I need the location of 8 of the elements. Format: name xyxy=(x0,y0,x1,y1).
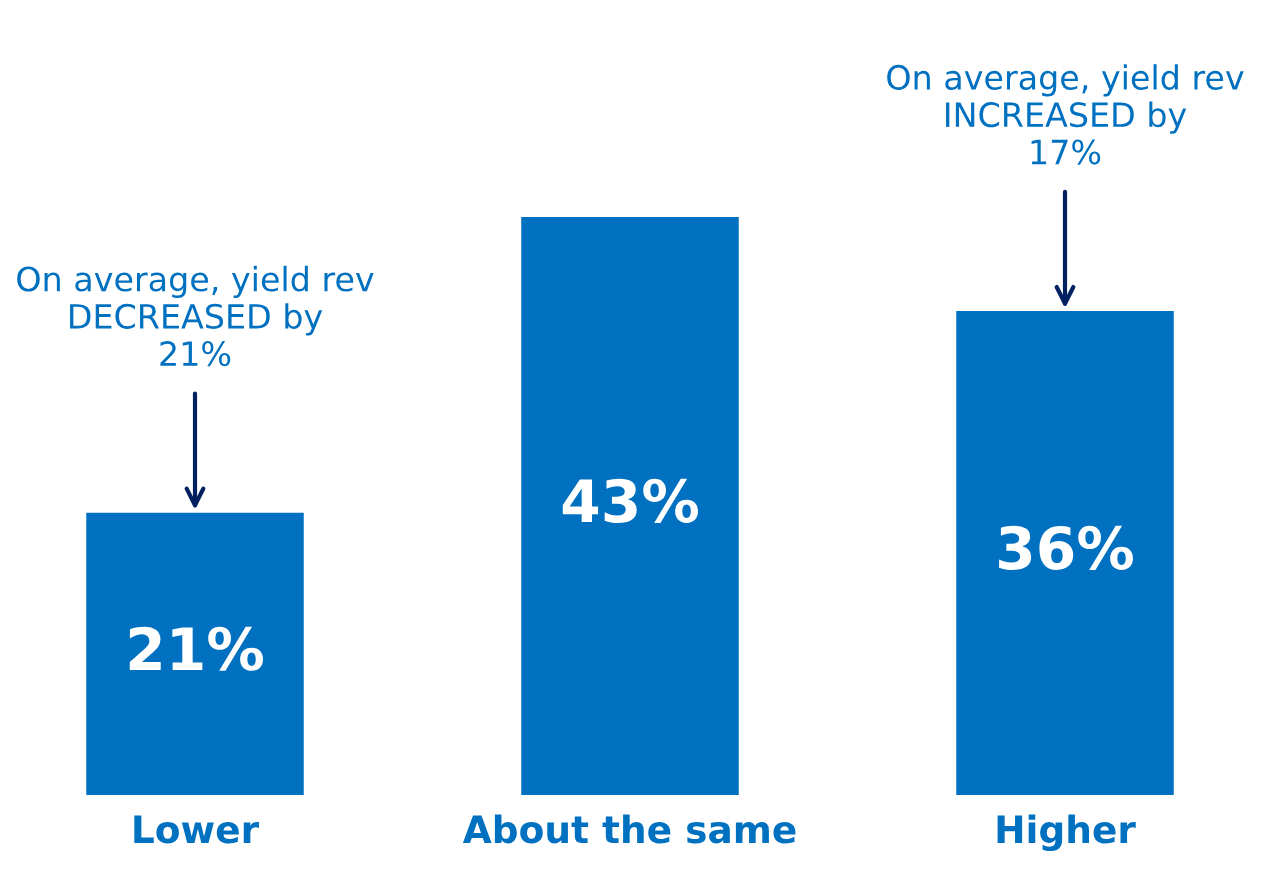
x-tick-label: Higher xyxy=(997,814,1136,852)
data-label: 43% xyxy=(562,478,698,523)
annotation: On average, yield rev INCREASED by 17% xyxy=(887,64,1244,165)
data-label: 36% xyxy=(999,525,1133,570)
x-tick-label: About the same xyxy=(462,814,796,844)
x-tick-label: Lower xyxy=(134,815,260,844)
annotation: On average, yield rev DECREASED by 21% xyxy=(17,265,374,367)
data-label: 21% xyxy=(129,626,263,671)
